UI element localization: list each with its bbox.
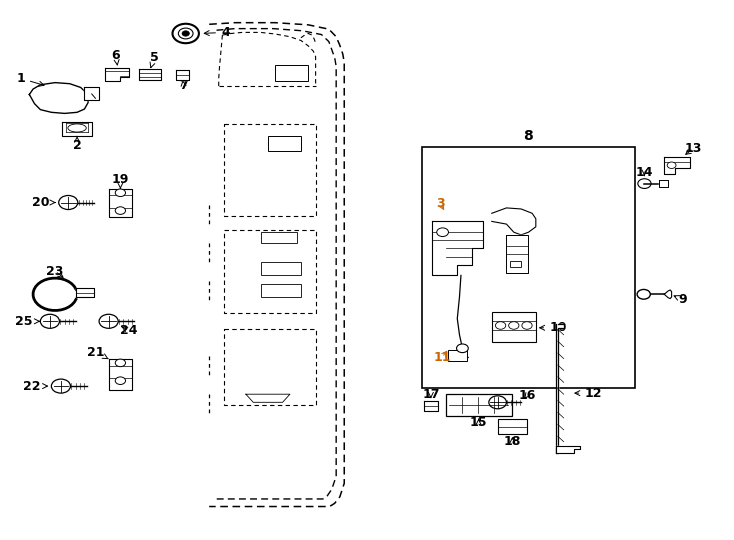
Polygon shape — [139, 69, 161, 80]
Text: 25: 25 — [15, 315, 40, 328]
Circle shape — [51, 379, 70, 393]
Text: 14: 14 — [636, 166, 653, 179]
Bar — [492, 312, 536, 342]
Polygon shape — [432, 221, 483, 275]
Bar — [261, 232, 297, 243]
Bar — [446, 394, 512, 416]
Text: 23: 23 — [46, 265, 64, 278]
Circle shape — [495, 322, 506, 329]
Text: 11: 11 — [433, 351, 451, 364]
Bar — [510, 261, 521, 267]
Text: 21: 21 — [87, 346, 108, 359]
Bar — [261, 262, 301, 275]
Text: 18: 18 — [504, 435, 521, 448]
Text: 16: 16 — [518, 389, 536, 402]
Polygon shape — [492, 208, 536, 235]
Text: 22: 22 — [23, 380, 48, 393]
Polygon shape — [176, 70, 189, 80]
Polygon shape — [664, 157, 690, 174]
Text: 12: 12 — [575, 387, 602, 400]
Circle shape — [489, 396, 506, 409]
Text: 7: 7 — [179, 79, 188, 92]
Polygon shape — [659, 180, 668, 187]
Polygon shape — [556, 324, 564, 453]
Text: 17: 17 — [422, 388, 440, 401]
Circle shape — [667, 162, 676, 168]
Bar — [422, 147, 635, 388]
Circle shape — [522, 322, 532, 329]
Text: 24: 24 — [120, 324, 137, 337]
Text: 15: 15 — [470, 416, 487, 429]
Circle shape — [115, 359, 126, 367]
Polygon shape — [664, 290, 672, 299]
Circle shape — [172, 24, 199, 43]
Ellipse shape — [68, 124, 87, 132]
Polygon shape — [246, 394, 290, 402]
Circle shape — [182, 31, 189, 36]
Circle shape — [509, 322, 519, 329]
Text: 9: 9 — [674, 293, 687, 306]
Polygon shape — [62, 122, 92, 136]
Polygon shape — [105, 68, 129, 81]
Polygon shape — [29, 83, 88, 113]
Text: 19: 19 — [112, 173, 129, 188]
Bar — [448, 350, 467, 361]
Text: 20: 20 — [32, 196, 55, 209]
Text: 3: 3 — [436, 197, 445, 210]
Circle shape — [457, 344, 468, 353]
Circle shape — [178, 28, 193, 39]
Circle shape — [115, 207, 126, 214]
Circle shape — [40, 314, 59, 328]
Circle shape — [99, 314, 118, 328]
Circle shape — [59, 195, 78, 210]
Circle shape — [115, 189, 126, 197]
Text: 4: 4 — [204, 26, 230, 39]
Polygon shape — [556, 446, 580, 453]
Circle shape — [115, 377, 126, 384]
Circle shape — [637, 289, 650, 299]
Bar — [268, 136, 301, 151]
Polygon shape — [109, 359, 132, 390]
Bar — [498, 419, 527, 434]
Polygon shape — [506, 235, 528, 273]
Text: 1: 1 — [16, 72, 44, 86]
Polygon shape — [76, 288, 94, 297]
Text: 6: 6 — [112, 49, 120, 65]
Text: 10: 10 — [539, 321, 567, 334]
Text: 5: 5 — [150, 51, 159, 68]
Text: 2: 2 — [73, 137, 81, 152]
Text: 13: 13 — [685, 142, 702, 155]
Bar — [261, 284, 301, 297]
Text: 8: 8 — [523, 129, 534, 143]
Bar — [275, 65, 308, 81]
Polygon shape — [109, 189, 132, 217]
Circle shape — [437, 228, 448, 237]
Polygon shape — [424, 401, 438, 411]
Circle shape — [638, 179, 651, 188]
Polygon shape — [84, 87, 99, 100]
